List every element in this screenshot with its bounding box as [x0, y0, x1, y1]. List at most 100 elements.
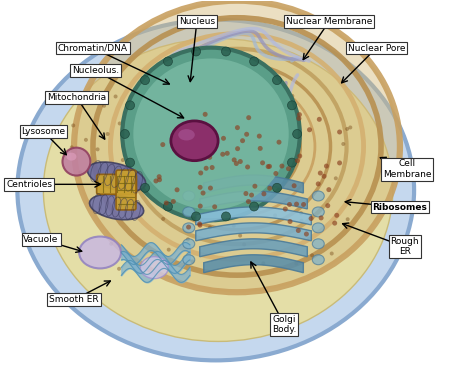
Ellipse shape	[287, 202, 292, 207]
Ellipse shape	[273, 76, 282, 85]
Ellipse shape	[304, 231, 309, 236]
Ellipse shape	[230, 214, 234, 218]
Ellipse shape	[324, 163, 329, 169]
Ellipse shape	[232, 157, 237, 162]
Ellipse shape	[192, 128, 197, 133]
Ellipse shape	[157, 174, 162, 179]
Ellipse shape	[238, 234, 242, 238]
Ellipse shape	[74, 1, 400, 292]
Ellipse shape	[262, 192, 266, 196]
Ellipse shape	[312, 207, 324, 217]
Ellipse shape	[174, 187, 180, 192]
Ellipse shape	[316, 181, 321, 186]
Text: Ribosomes: Ribosomes	[373, 203, 428, 212]
Ellipse shape	[133, 59, 289, 209]
Ellipse shape	[164, 202, 173, 211]
Ellipse shape	[204, 166, 209, 171]
Ellipse shape	[286, 166, 291, 171]
Text: Rough
ER: Rough ER	[391, 237, 419, 256]
Text: Cell
Membrane: Cell Membrane	[383, 160, 431, 179]
Ellipse shape	[221, 136, 226, 141]
Ellipse shape	[273, 171, 278, 176]
Ellipse shape	[299, 211, 303, 215]
Ellipse shape	[238, 159, 243, 164]
Ellipse shape	[341, 142, 345, 146]
Ellipse shape	[220, 152, 225, 157]
Ellipse shape	[183, 207, 195, 217]
Ellipse shape	[200, 122, 204, 127]
Ellipse shape	[280, 163, 284, 169]
Ellipse shape	[312, 191, 324, 201]
Ellipse shape	[183, 191, 195, 201]
Ellipse shape	[202, 123, 207, 128]
Ellipse shape	[246, 115, 251, 120]
Ellipse shape	[257, 134, 262, 139]
Text: Golgi
Body.: Golgi Body.	[272, 315, 296, 334]
Text: Centrioles: Centrioles	[6, 180, 52, 189]
Ellipse shape	[287, 158, 296, 167]
Ellipse shape	[185, 150, 189, 154]
Ellipse shape	[171, 199, 176, 204]
Ellipse shape	[160, 142, 165, 147]
Polygon shape	[204, 255, 303, 273]
Ellipse shape	[198, 185, 202, 190]
Ellipse shape	[319, 215, 324, 220]
Ellipse shape	[312, 223, 324, 233]
Ellipse shape	[191, 47, 201, 56]
Ellipse shape	[337, 130, 342, 135]
Ellipse shape	[288, 219, 292, 224]
Ellipse shape	[276, 140, 282, 145]
Polygon shape	[200, 191, 307, 209]
Text: Vacuole: Vacuole	[23, 235, 59, 244]
Ellipse shape	[297, 154, 302, 158]
Ellipse shape	[292, 183, 297, 188]
Text: Mitochondria: Mitochondria	[47, 93, 106, 102]
Ellipse shape	[122, 48, 300, 220]
Ellipse shape	[163, 194, 167, 198]
Ellipse shape	[208, 185, 213, 190]
Ellipse shape	[300, 219, 303, 223]
Ellipse shape	[244, 191, 248, 196]
Ellipse shape	[183, 239, 195, 249]
Ellipse shape	[318, 171, 323, 176]
Polygon shape	[196, 207, 311, 225]
Text: Chromatin/DNA: Chromatin/DNA	[58, 44, 128, 52]
Ellipse shape	[294, 261, 298, 266]
Ellipse shape	[187, 208, 191, 212]
Ellipse shape	[260, 160, 265, 165]
Ellipse shape	[310, 253, 314, 257]
Ellipse shape	[183, 123, 189, 128]
Ellipse shape	[90, 194, 144, 220]
Ellipse shape	[294, 202, 299, 207]
Ellipse shape	[164, 201, 169, 206]
Ellipse shape	[206, 148, 211, 153]
Ellipse shape	[273, 183, 282, 192]
Ellipse shape	[221, 212, 230, 221]
Ellipse shape	[296, 116, 301, 121]
Ellipse shape	[274, 145, 278, 149]
Ellipse shape	[142, 136, 146, 140]
Ellipse shape	[307, 127, 312, 132]
Ellipse shape	[120, 130, 129, 138]
Ellipse shape	[235, 125, 240, 130]
Ellipse shape	[321, 174, 327, 179]
Ellipse shape	[242, 242, 246, 247]
FancyBboxPatch shape	[97, 174, 137, 194]
Ellipse shape	[325, 203, 330, 208]
Ellipse shape	[102, 184, 106, 188]
Ellipse shape	[167, 248, 171, 252]
Ellipse shape	[88, 162, 146, 192]
Ellipse shape	[191, 212, 201, 221]
Ellipse shape	[197, 222, 202, 226]
Ellipse shape	[234, 161, 239, 166]
Ellipse shape	[18, 20, 414, 360]
Ellipse shape	[63, 148, 91, 176]
Ellipse shape	[178, 129, 195, 141]
Ellipse shape	[231, 180, 235, 184]
FancyBboxPatch shape	[116, 170, 136, 210]
Ellipse shape	[287, 101, 296, 110]
Ellipse shape	[244, 146, 248, 150]
Ellipse shape	[66, 153, 76, 161]
Ellipse shape	[225, 151, 230, 156]
Ellipse shape	[201, 190, 206, 196]
